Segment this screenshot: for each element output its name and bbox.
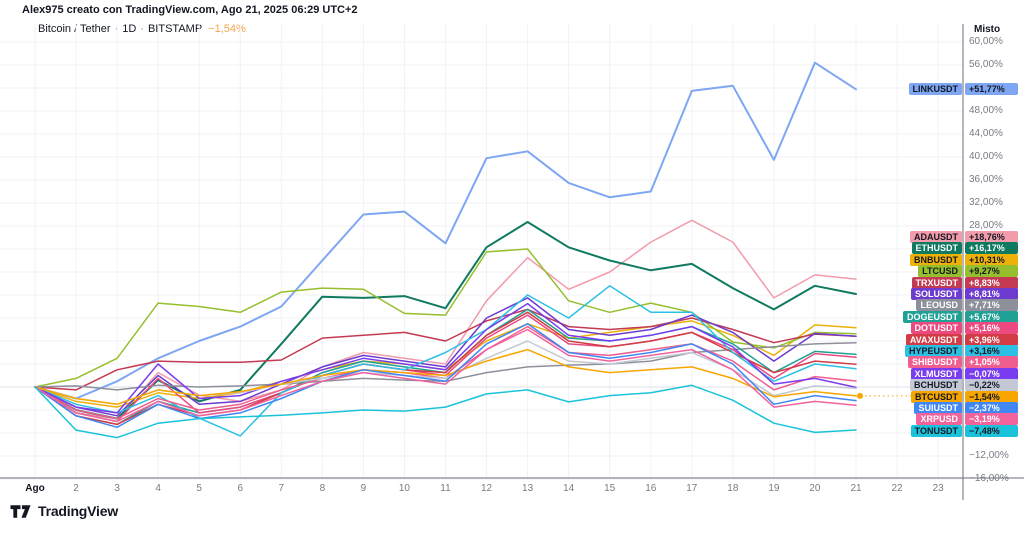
series-value-tag-BTCUSDT[interactable]: −1,54%	[965, 390, 1018, 403]
x-axis-tick: 20	[809, 483, 821, 494]
x-axis-tick: 4	[155, 483, 161, 494]
legend-separator: ·	[140, 23, 144, 35]
y-axis-tick: −16,00%	[969, 473, 1009, 484]
series-name-tag-SOLUSDT[interactable]: SOLUSDT	[910, 288, 962, 300]
series-value-tag-XLMUSDT[interactable]: −0,07%	[965, 367, 1018, 380]
series-name-tag-BCHUSDT[interactable]: BCHUSDT	[910, 379, 962, 392]
symbol-change-percent: −1,54%	[208, 23, 246, 35]
series-value-tag-DOGEUSDT[interactable]: +5,67%	[965, 310, 1018, 323]
series-name-tag-LTCUSD[interactable]: LTCUSD	[918, 265, 962, 278]
last-price-dot	[857, 392, 863, 399]
y-axis-tick: 40,00%	[969, 151, 1003, 162]
x-axis-tick: 2	[73, 483, 79, 494]
series-value-tag-TONUSDT[interactable]: −7,48%	[965, 424, 1018, 437]
series-value-tag-BNBUSDT[interactable]: +10,31%	[965, 253, 1018, 266]
x-axis-tick: 16	[645, 483, 657, 494]
series-name-tag-XRPUSD[interactable]: XRPUSD	[916, 413, 962, 426]
series-value-tag-HYPEUSDT[interactable]: +3,16%	[965, 345, 1018, 357]
series-line-AVAXUSDT	[34, 311, 857, 426]
x-axis-tick: 21	[850, 483, 862, 494]
watermark-credit: Alex975 creato con TradingView.com, Ago …	[22, 4, 358, 16]
series-line-TRXUSDT	[34, 308, 857, 391]
price-scale-mode-label[interactable]: Misto	[974, 24, 1001, 35]
y-axis-tick: 56,00%	[969, 59, 1003, 70]
series-name-tag-HYPEUSDT[interactable]: HYPEUSDT	[904, 345, 962, 357]
y-axis-tick: 60,00%	[969, 36, 1003, 47]
series-line-LINKUSDT	[34, 61, 857, 400]
x-axis-tick: 12	[480, 483, 493, 494]
series-value-tag-TRXUSDT[interactable]: +8,83%	[965, 276, 1018, 289]
series-name-tag-SUIUSDT[interactable]: SUIUSDT	[914, 402, 962, 414]
series-name-tag-TONUSDT[interactable]: TONUSDT	[910, 424, 962, 437]
x-axis-tick: 23	[932, 483, 944, 494]
series-value-tag-XRPUSD[interactable]: −3,19%	[965, 413, 1018, 426]
series-line-LTCUSD	[34, 248, 857, 388]
series-name-tag-ETHUSDT[interactable]: ETHUSDT	[911, 242, 962, 255]
symbol-legend[interactable]: Bitcoin / Tether · 1D · BITSTAMP −1,54%	[38, 23, 246, 35]
series-name-tag-TRXUSDT[interactable]: TRXUSDT	[911, 276, 962, 289]
series-line-BTCUSDT	[34, 348, 857, 406]
series-name-tag-BNBUSDT[interactable]: BNBUSDT	[910, 253, 962, 266]
series-value-tag-SHIBUSDT[interactable]: +1,05%	[965, 356, 1018, 369]
x-axis-tick: 3	[114, 483, 120, 494]
series-line-XRPUSD	[34, 328, 857, 423]
series-value-tag-LTCUSD[interactable]: +9,27%	[965, 265, 1018, 278]
series-value-tag-SOLUSDT[interactable]: +8,81%	[965, 288, 1018, 300]
y-axis-tick: 32,00%	[969, 197, 1003, 208]
legend-separator: ·	[114, 23, 119, 35]
x-axis-tick: 22	[891, 483, 903, 494]
series-value-tag-DOTUSDT[interactable]: +5,16%	[965, 322, 1018, 335]
x-axis-tick: Ago	[25, 483, 45, 494]
x-axis-tick: 5	[196, 483, 202, 494]
symbol-exchange[interactable]: BITSTAMP	[147, 23, 203, 35]
symbol-timeframe[interactable]: 1D	[122, 23, 137, 35]
series-value-tag-LEOUSD[interactable]: +7,71%	[965, 299, 1018, 312]
x-axis-tick: 14	[563, 483, 575, 494]
y-axis-tick: 48,00%	[969, 105, 1003, 116]
series-name-tag-ADAUSDT[interactable]: ADAUSDT	[910, 231, 962, 243]
y-axis-tick: 28,00%	[969, 220, 1003, 231]
series-name-tag-AVAXUSDT[interactable]: AVAXUSDT	[905, 333, 962, 346]
x-axis-tick: 18	[727, 483, 739, 494]
series-line-ADAUSDT	[34, 219, 857, 420]
series-name-tag-BTCUSDT[interactable]: BTCUSDT	[911, 390, 962, 403]
series-value-tag-ETHUSDT[interactable]: +16,17%	[965, 242, 1018, 255]
series-value-tag-BCHUSDT[interactable]: −0,22%	[965, 379, 1018, 392]
series-name-tag-LEOUSD[interactable]: LEOUSD	[916, 299, 962, 312]
x-axis-tick: 15	[604, 483, 616, 494]
x-axis-tick: 13	[522, 483, 534, 494]
series-value-tag-ADAUSDT[interactable]: +18,76%	[965, 231, 1018, 243]
x-axis-tick: 19	[768, 483, 780, 494]
series-line-SOLUSDT	[34, 297, 857, 417]
series-value-tag-SUIUSDT[interactable]: −2,37%	[965, 402, 1018, 414]
series-value-tag-LINKUSDT[interactable]: +51,77%	[965, 83, 1018, 96]
series-name-tag-DOTUSDT[interactable]: DOTUSDT	[910, 322, 962, 335]
series-name-tag-DOGEUSDT[interactable]: DOGEUSDT	[902, 310, 962, 323]
x-axis-tick: 7	[278, 483, 285, 494]
tradingview-logo-icon	[10, 504, 31, 518]
x-axis-tick: 9	[360, 483, 367, 494]
series-line-ETHUSDT	[34, 221, 857, 420]
x-axis-tick: 8	[319, 483, 326, 494]
x-axis-tick: 6	[237, 483, 244, 494]
y-axis-tick: 44,00%	[969, 128, 1003, 139]
x-axis-tick: 10	[398, 483, 410, 494]
series-name-tag-LINKUSDT[interactable]: LINKUSDT	[908, 83, 962, 96]
y-axis-tick: 36,00%	[969, 174, 1003, 185]
series-name-tag-SHIBUSDT[interactable]: SHIBUSDT	[907, 356, 962, 369]
series-line-TONUSDT	[34, 384, 857, 439]
series-value-tag-AVAXUSDT[interactable]: +3,96%	[965, 333, 1018, 346]
x-axis-tick: 11	[440, 483, 451, 494]
series-line-SUIUSDT	[34, 323, 857, 429]
y-axis-tick: −12,00%	[969, 450, 1009, 461]
series-name-tag-XLMUSDT[interactable]: XLMUSDT	[910, 367, 962, 380]
symbol-pair[interactable]: Bitcoin / Tether	[38, 23, 111, 35]
tradingview-logo-text: TradingView	[38, 503, 119, 519]
series-line-XLMUSDT	[34, 302, 857, 414]
tradingview-logo[interactable]: TradingView	[10, 503, 118, 519]
x-axis-tick: 17	[686, 483, 698, 494]
